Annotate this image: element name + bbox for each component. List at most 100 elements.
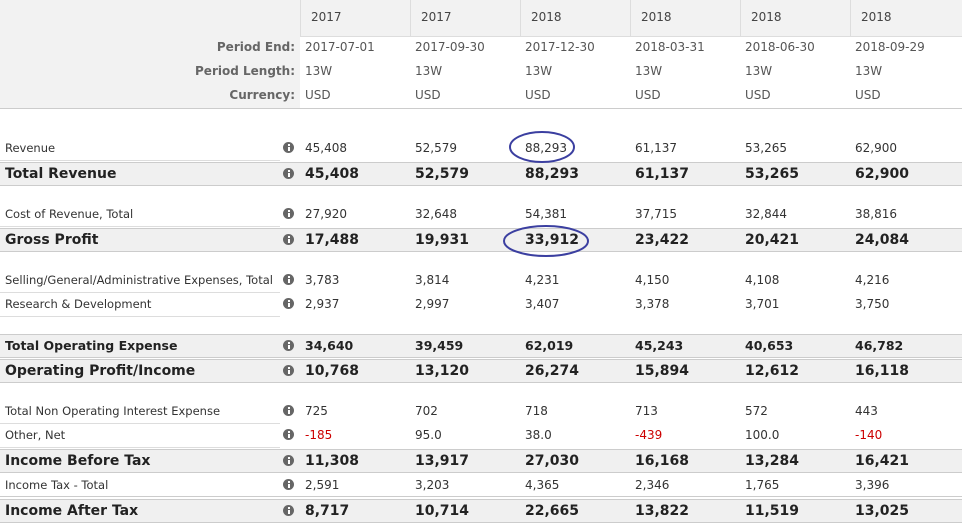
info-icon[interactable] bbox=[283, 479, 294, 490]
cell-value: 62,019 bbox=[525, 338, 574, 353]
cell-value: -439 bbox=[635, 428, 663, 442]
cell-value: 52,579 bbox=[415, 166, 470, 182]
row-band bbox=[0, 449, 962, 473]
meta-value: 13W bbox=[305, 64, 333, 78]
info-icon[interactable] bbox=[283, 168, 294, 179]
cell-value: -140 bbox=[855, 428, 883, 442]
meta-value: 13W bbox=[635, 64, 663, 78]
row-rule bbox=[0, 226, 280, 227]
info-icon[interactable] bbox=[283, 405, 294, 416]
meta-value: 2018-09-29 bbox=[855, 40, 925, 54]
cell-value: 4,108 bbox=[745, 273, 780, 287]
row-rule bbox=[0, 292, 280, 293]
row-band bbox=[0, 473, 962, 497]
row-label: Income After Tax bbox=[5, 503, 139, 519]
row-rule bbox=[0, 447, 280, 448]
cell-value: 11,519 bbox=[745, 503, 800, 519]
info-icon[interactable] bbox=[283, 455, 294, 466]
meta-value: 2018-06-30 bbox=[745, 40, 815, 54]
meta-value: USD bbox=[305, 88, 331, 102]
info-icon[interactable] bbox=[283, 365, 294, 376]
cell-value: 443 bbox=[855, 404, 878, 418]
meta-label: Currency: bbox=[229, 88, 295, 102]
cell-value: 13,025 bbox=[855, 503, 910, 519]
cell-value: 32,844 bbox=[745, 207, 787, 221]
cell-value: 4,216 bbox=[855, 273, 890, 287]
info-icon[interactable] bbox=[283, 340, 294, 351]
cell-value: 3,701 bbox=[745, 297, 780, 311]
cell-value: 4,150 bbox=[635, 273, 670, 287]
cell-value: 33,912 bbox=[525, 232, 580, 248]
column-divider bbox=[740, 0, 741, 36]
info-icon[interactable] bbox=[283, 274, 294, 285]
meta-value: 2017-12-30 bbox=[525, 40, 595, 54]
cell-value: 16,421 bbox=[855, 453, 910, 469]
row-label: Selling/General/Administrative Expenses,… bbox=[5, 273, 273, 287]
divider bbox=[0, 108, 962, 109]
cell-value: 15,894 bbox=[635, 363, 690, 379]
row-label: Research & Development bbox=[5, 297, 152, 311]
cell-value: 1,765 bbox=[745, 478, 780, 492]
column-divider bbox=[520, 0, 521, 36]
cell-value: 2,346 bbox=[635, 478, 670, 492]
cell-value: 2,997 bbox=[415, 297, 450, 311]
cell-value: 45,243 bbox=[635, 338, 684, 353]
cell-value: 62,900 bbox=[855, 166, 910, 182]
meta-value: USD bbox=[525, 88, 551, 102]
cell-value: 13,120 bbox=[415, 363, 470, 379]
cell-value: 572 bbox=[745, 404, 768, 418]
info-icon[interactable] bbox=[283, 142, 294, 153]
cell-value: 26,274 bbox=[525, 363, 580, 379]
cell-value: -185 bbox=[305, 428, 333, 442]
row-band bbox=[0, 162, 962, 186]
cell-value: 62,900 bbox=[855, 141, 897, 155]
cell-value: 88,293 bbox=[525, 166, 580, 182]
cell-value: 3,378 bbox=[635, 297, 670, 311]
info-icon[interactable] bbox=[283, 298, 294, 309]
cell-value: 3,814 bbox=[415, 273, 450, 287]
cell-value: 61,137 bbox=[635, 141, 677, 155]
cell-value: 16,168 bbox=[635, 453, 690, 469]
cell-value: 3,750 bbox=[855, 297, 890, 311]
row-label: Total Operating Expense bbox=[5, 338, 178, 353]
cell-value: 27,920 bbox=[305, 207, 347, 221]
column-divider bbox=[410, 0, 411, 36]
info-icon[interactable] bbox=[283, 505, 294, 516]
cell-value: 8,717 bbox=[305, 503, 350, 519]
meta-value: 13W bbox=[415, 64, 443, 78]
cell-value: 53,265 bbox=[745, 141, 787, 155]
year-header: 2017 bbox=[311, 10, 342, 24]
meta-value: 2017-09-30 bbox=[415, 40, 485, 54]
row-rule bbox=[0, 423, 280, 424]
meta-value: USD bbox=[635, 88, 661, 102]
year-header: 2018 bbox=[531, 10, 562, 24]
row-band bbox=[0, 359, 962, 383]
cell-value: 53,265 bbox=[745, 166, 800, 182]
year-header: 2018 bbox=[751, 10, 782, 24]
row-band bbox=[0, 499, 962, 523]
cell-value: 100.0 bbox=[745, 428, 780, 442]
cell-value: 4,231 bbox=[525, 273, 560, 287]
row-rule bbox=[0, 316, 280, 317]
info-icon[interactable] bbox=[283, 208, 294, 219]
cell-value: 37,715 bbox=[635, 207, 677, 221]
cell-value: 3,396 bbox=[855, 478, 890, 492]
cell-value: 13,284 bbox=[745, 453, 800, 469]
meta-value: USD bbox=[415, 88, 441, 102]
row-label: Income Tax - Total bbox=[5, 478, 109, 492]
column-divider bbox=[850, 0, 851, 36]
row-label: Total Revenue bbox=[5, 166, 117, 182]
meta-value: 2018-03-31 bbox=[635, 40, 705, 54]
info-icon[interactable] bbox=[283, 429, 294, 440]
cell-value: 3,783 bbox=[305, 273, 340, 287]
column-divider bbox=[300, 0, 301, 36]
cell-value: 2,937 bbox=[305, 297, 340, 311]
cell-value: 23,422 bbox=[635, 232, 690, 248]
info-icon[interactable] bbox=[283, 234, 294, 245]
year-header: 2018 bbox=[861, 10, 892, 24]
cell-value: 3,203 bbox=[415, 478, 450, 492]
cell-value: 54,381 bbox=[525, 207, 567, 221]
meta-value: 13W bbox=[855, 64, 883, 78]
row-band bbox=[0, 334, 962, 358]
cell-value: 40,653 bbox=[745, 338, 794, 353]
